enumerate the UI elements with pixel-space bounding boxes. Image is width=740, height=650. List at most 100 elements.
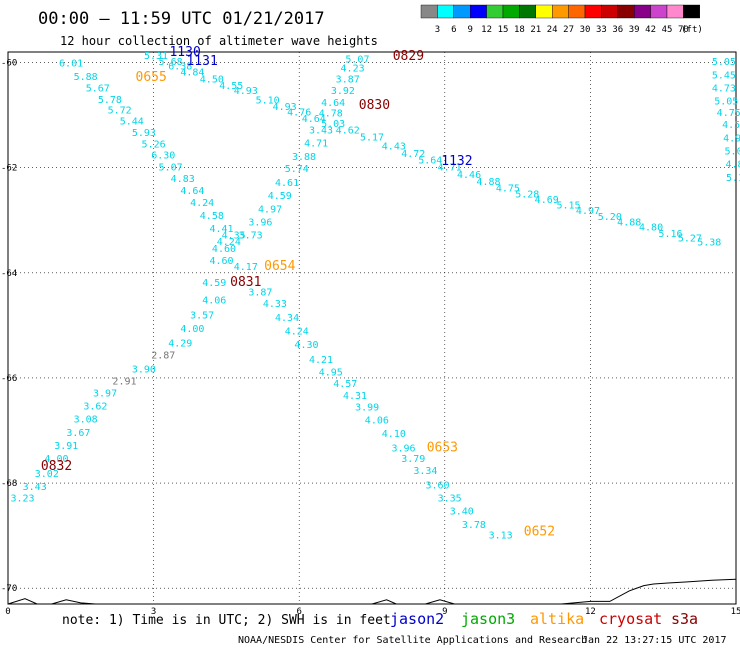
- wave-height-point: 4.43: [382, 141, 406, 152]
- wave-height-point: 5.31: [144, 51, 168, 62]
- wave-height-point: 3.91: [54, 441, 78, 452]
- wave-height-point: 4.60: [209, 256, 233, 267]
- wave-height-point: 5.20: [598, 212, 622, 223]
- wave-height-point: 4.62: [336, 125, 360, 136]
- scale-swatch: [568, 4, 586, 19]
- wave-height-point: 6.38: [168, 61, 192, 72]
- wave-height-point: 4.23: [341, 63, 365, 74]
- wave-height-point: 4.17: [234, 262, 258, 273]
- pass-time-label: 0655: [136, 70, 167, 85]
- wave-height-point: 4.24: [285, 326, 309, 337]
- wave-height-point: 3.43: [23, 482, 47, 493]
- scale-swatch: [683, 4, 701, 19]
- wave-height-point: 4.72: [401, 149, 425, 160]
- legend-jason2: jason2: [390, 610, 444, 628]
- wave-height-point: 5.78: [98, 95, 122, 106]
- scale-label: 9: [467, 25, 472, 35]
- wave-height-point: 4.41: [209, 224, 233, 235]
- wave-height-point: 4.46: [457, 170, 481, 181]
- wave-height-point: 4.21: [309, 355, 333, 366]
- wave-height-point: 4.84: [180, 68, 204, 79]
- scale-label: 6: [451, 25, 456, 35]
- x-tick-label: 0: [5, 607, 10, 617]
- pass-time-label: 0654: [264, 259, 295, 274]
- wave-height-point: 3.08: [74, 415, 98, 426]
- wave-height-point: 3.73: [239, 231, 263, 242]
- legend-cryosat: cryosat: [599, 610, 662, 628]
- wave-height-point: 3.43: [309, 125, 333, 136]
- wave-height-point: 4.06: [365, 416, 389, 427]
- wave-height-point: 3.40: [450, 507, 474, 518]
- wave-height-point: 4.55: [219, 81, 243, 92]
- chart-subtitle: 12 hour collection of altimeter wave hei…: [60, 34, 378, 48]
- wave-height-point: 4.06: [202, 295, 226, 306]
- wave-height-point: 5.16: [658, 229, 682, 240]
- scale-label: 15: [498, 25, 509, 35]
- pass-time-label: 0653: [427, 441, 458, 456]
- wave-height-point: 5.03: [321, 119, 345, 130]
- wave-height-point: 4.75: [717, 108, 740, 119]
- scale-swatch: [420, 4, 438, 19]
- scale-swatch: [650, 4, 668, 19]
- wave-height-point: 4.59: [202, 278, 226, 289]
- wave-height-point: 4.33: [263, 299, 287, 310]
- wave-height-point: 4.8: [726, 160, 740, 171]
- y-tick-label: -66: [1, 374, 17, 384]
- scale-swatch: [502, 4, 520, 19]
- wave-height-point: 4.24: [217, 237, 241, 248]
- legend-altika: altika: [530, 610, 584, 628]
- wave-height-point: 6.30: [151, 151, 175, 162]
- scale-label: 42: [645, 25, 656, 35]
- wave-height-point: 5.64: [418, 155, 442, 166]
- pass-time-label: 0652: [524, 525, 555, 540]
- wave-height-point: 5.44: [120, 117, 144, 128]
- wave-height-point: 4.00: [44, 454, 68, 465]
- wave-height-point: 5.05: [712, 57, 736, 68]
- scale-swatch: [437, 4, 454, 19]
- coastline-path: [371, 578, 737, 605]
- scale-swatch: [552, 4, 569, 19]
- wave-height-point: 4.00: [180, 324, 204, 335]
- wave-height-point: 4.31: [343, 391, 367, 402]
- scale-label: 3: [435, 25, 440, 35]
- scale-label: 70: [678, 25, 689, 35]
- wave-height-point: 6.01: [59, 59, 83, 70]
- wave-height-point: 4.88: [476, 177, 500, 188]
- footer-credit: NOAA/NESDIS Center for Satellite Applica…: [238, 635, 587, 646]
- wave-height-point: 4.5: [722, 120, 740, 131]
- scale-unit: (ft): [681, 25, 703, 35]
- wave-height-point: 4.10: [382, 429, 406, 440]
- legend-s3a: s3a: [671, 610, 698, 628]
- chart-title: 00:00 – 11:59 UTC 01/21/2017: [38, 9, 325, 29]
- x-tick-label: 3: [151, 607, 156, 617]
- wave-height-point: 3.92: [331, 86, 355, 97]
- wave-height-point: 5.10: [256, 96, 280, 107]
- wave-height-point: 3.88: [292, 152, 316, 163]
- scale-swatch: [486, 4, 504, 19]
- wave-height-point: 5.28: [515, 190, 539, 201]
- wave-height-point: 4.83: [171, 174, 195, 185]
- wave-height-point: 4.78: [319, 109, 343, 120]
- wave-height-point: 4.9: [723, 133, 740, 144]
- wave-height-point: 4.93: [273, 102, 297, 113]
- wave-height-point: 4.24: [190, 198, 214, 209]
- y-tick-label: -60: [1, 59, 17, 69]
- y-tick-label: -70: [1, 584, 17, 594]
- pass-time-label: 0832: [41, 459, 72, 474]
- wave-height-point: 4.60: [212, 244, 236, 255]
- wave-height-point: 4.93: [234, 86, 258, 97]
- wave-height-point: 2.87: [151, 350, 175, 361]
- scale-label: 36: [612, 25, 623, 35]
- wave-height-point: 4.76: [287, 108, 311, 119]
- wave-height-point: 4.73: [712, 83, 736, 94]
- wave-height-point: 3.90: [132, 365, 156, 376]
- satellite-legend: jason2 jason3 altika cryosat s3a: [390, 610, 698, 628]
- wave-height-point: 3.87: [336, 74, 360, 85]
- wave-height-point: 4.29: [168, 338, 192, 349]
- wave-height-point: 3.79: [401, 454, 425, 465]
- wave-height-point: 5.45: [712, 70, 736, 81]
- scale-label: 39: [629, 25, 640, 35]
- wave-height-point: 5.26: [142, 140, 166, 151]
- axis-ticks: 0 3 6 9 12 15 -60 -62 -64 -66 -68 -70: [1, 59, 740, 617]
- wave-height-point: 5.72: [108, 106, 132, 117]
